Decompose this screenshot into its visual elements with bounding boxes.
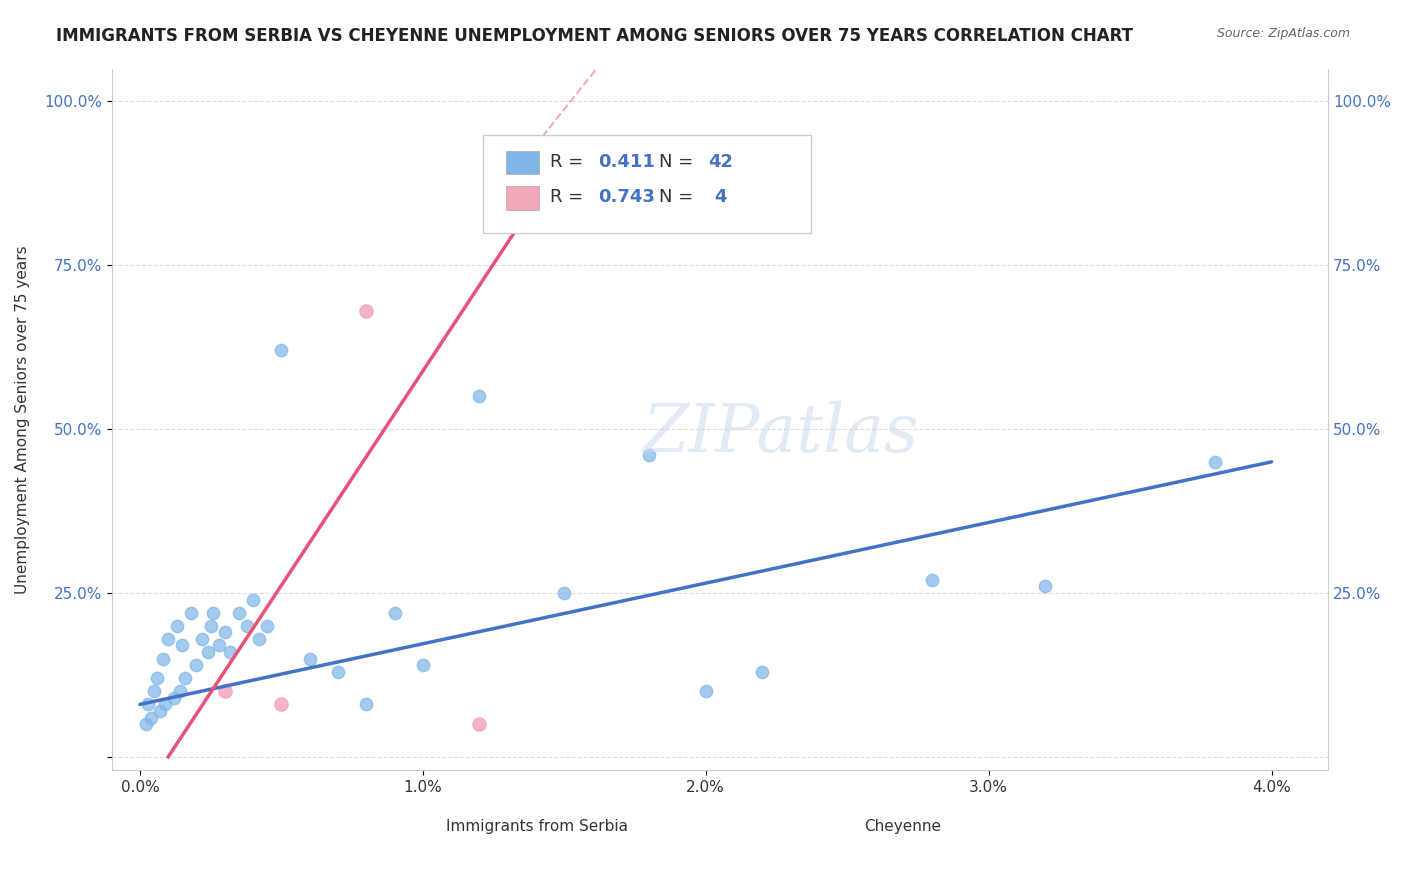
Point	[1033, 579, 1056, 593]
Point	[298, 651, 321, 665]
Point	[751, 665, 773, 679]
Text: 42: 42	[707, 153, 733, 170]
Point	[638, 448, 661, 462]
Point	[412, 658, 434, 673]
Text: 0.411: 0.411	[598, 153, 655, 170]
Point	[138, 698, 160, 712]
Legend: R =  0.411   N = 42, R =  0.743   N =  4: R = 0.411 N = 42, R = 0.743 N = 4	[506, 63, 738, 126]
Point	[186, 658, 208, 673]
Point	[236, 618, 259, 632]
Point	[214, 684, 236, 698]
Text: R =: R =	[550, 153, 589, 170]
Point	[326, 665, 349, 679]
Point	[468, 389, 491, 403]
Point	[146, 671, 169, 685]
Point	[270, 343, 292, 358]
Point	[468, 717, 491, 731]
Point	[202, 606, 225, 620]
Text: ZIPatlas: ZIPatlas	[643, 401, 920, 466]
Point	[921, 573, 943, 587]
Text: 0.743: 0.743	[598, 188, 655, 206]
Text: Source: ZipAtlas.com: Source: ZipAtlas.com	[1216, 27, 1350, 40]
Point	[208, 639, 231, 653]
Point	[143, 684, 166, 698]
Text: N =: N =	[659, 153, 699, 170]
FancyBboxPatch shape	[797, 816, 827, 838]
Y-axis label: Unemployment Among Seniors over 75 years: Unemployment Among Seniors over 75 years	[15, 245, 30, 593]
Point	[270, 698, 292, 712]
Point	[180, 606, 202, 620]
Text: Cheyenne: Cheyenne	[863, 819, 941, 833]
Point	[163, 690, 186, 705]
Point	[219, 645, 242, 659]
Point	[228, 606, 250, 620]
Point	[157, 632, 180, 646]
FancyBboxPatch shape	[506, 151, 538, 175]
Text: IMMIGRANTS FROM SERBIA VS CHEYENNE UNEMPLOYMENT AMONG SENIORS OVER 75 YEARS CORR: IMMIGRANTS FROM SERBIA VS CHEYENNE UNEMP…	[56, 27, 1133, 45]
Point	[200, 618, 222, 632]
FancyBboxPatch shape	[336, 816, 364, 838]
Point	[155, 698, 177, 712]
Point	[1204, 455, 1226, 469]
Point	[166, 618, 188, 632]
Point	[141, 710, 163, 724]
Text: R =: R =	[550, 188, 589, 206]
Point	[354, 304, 377, 318]
Point	[695, 684, 717, 698]
Point	[247, 632, 270, 646]
Point	[172, 639, 194, 653]
Point	[135, 717, 157, 731]
FancyBboxPatch shape	[506, 186, 538, 210]
Point	[242, 592, 264, 607]
Point	[149, 704, 172, 718]
Point	[197, 645, 219, 659]
Point	[191, 632, 214, 646]
Point	[174, 671, 197, 685]
Point	[384, 606, 406, 620]
Point	[152, 651, 174, 665]
Text: 4: 4	[714, 188, 727, 206]
Point	[256, 618, 278, 632]
Point	[169, 684, 191, 698]
Text: Immigrants from Serbia: Immigrants from Serbia	[446, 819, 628, 833]
FancyBboxPatch shape	[482, 136, 811, 234]
Text: N =: N =	[659, 188, 699, 206]
Point	[553, 586, 575, 600]
Point	[214, 625, 236, 640]
Point	[354, 698, 377, 712]
